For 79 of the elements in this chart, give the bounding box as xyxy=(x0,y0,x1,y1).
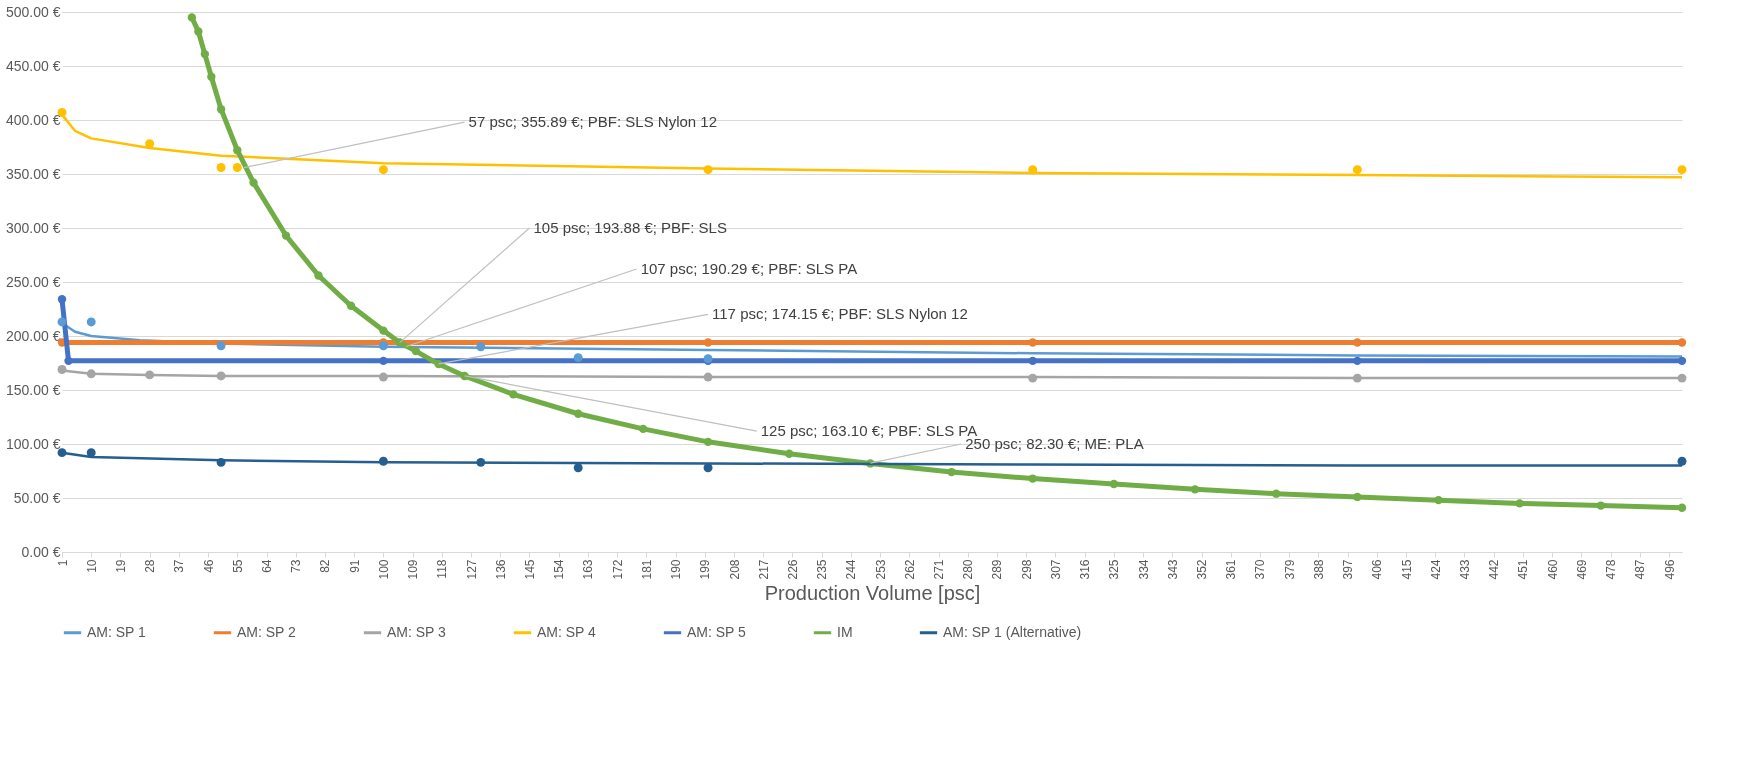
x-tick-label: 370 xyxy=(1253,559,1268,580)
x-tick-label: 73 xyxy=(289,559,304,573)
legend-label: AM: SP 1 xyxy=(87,623,147,640)
y-tick-label: 0.00 € xyxy=(21,543,61,560)
x-tick-label: 172 xyxy=(610,559,625,580)
legend-label: AM: SP 5 xyxy=(687,623,747,640)
x-tick-label: 235 xyxy=(815,559,830,580)
x-tick-label: 37 xyxy=(172,559,187,573)
legend-label: AM: SP 3 xyxy=(387,623,447,640)
y-tick-label: 400.00 € xyxy=(6,111,61,128)
x-axis-title: Production Volume [psc] xyxy=(764,581,981,604)
x-tick-label: 361 xyxy=(1224,559,1239,580)
x-tick-label: 334 xyxy=(1136,559,1151,580)
x-tick-label: 460 xyxy=(1545,559,1560,580)
x-tick-label: 154 xyxy=(552,559,567,580)
x-tick-label: 244 xyxy=(844,559,859,580)
x-tick-label: 424 xyxy=(1428,559,1443,580)
x-tick-label: 415 xyxy=(1399,559,1414,580)
x-tick-label: 118 xyxy=(435,559,450,579)
x-tick-label: 487 xyxy=(1633,559,1648,580)
x-tick-label: 433 xyxy=(1457,559,1472,580)
x-tick-label: 217 xyxy=(756,559,771,580)
y-tick-label: 350.00 € xyxy=(6,165,61,182)
x-tick-label: 397 xyxy=(1341,559,1356,580)
legend-label: AM: SP 2 xyxy=(237,623,297,640)
x-tick-label: 352 xyxy=(1195,559,1210,580)
x-tick-label: 478 xyxy=(1604,559,1619,580)
y-tick-label: 100.00 € xyxy=(6,435,61,452)
x-tick-label: 109 xyxy=(406,559,421,580)
x-tick-label: 280 xyxy=(961,559,976,580)
x-tick-label: 208 xyxy=(727,559,742,580)
x-tick-label: 136 xyxy=(493,559,508,580)
x-tick-label: 199 xyxy=(698,559,713,580)
x-tick-label: 1 xyxy=(55,559,70,567)
x-tick-label: 262 xyxy=(902,559,917,580)
legend-label: AM: SP 1 (Alternative) xyxy=(943,623,1082,640)
x-tick-label: 451 xyxy=(1516,559,1531,580)
x-tick-label: 406 xyxy=(1370,559,1385,580)
x-tick-label: 190 xyxy=(669,559,684,580)
annotation: 105 psc; 193.88 €; PBF: SLS xyxy=(533,219,727,236)
x-tick-label: 316 xyxy=(1078,559,1093,580)
x-tick-label: 307 xyxy=(1048,559,1063,580)
annotation: 117 psc; 174.15 €; PBF: SLS Nylon 12 xyxy=(712,305,968,323)
y-tick-label: 50.00 € xyxy=(13,489,61,506)
x-tick-label: 55 xyxy=(230,559,245,573)
x-tick-label: 289 xyxy=(990,559,1005,580)
x-tick-label: 127 xyxy=(464,559,479,580)
x-tick-label: 379 xyxy=(1282,559,1297,580)
x-tick-label: 271 xyxy=(932,559,947,580)
x-tick-label: 298 xyxy=(1019,559,1034,580)
x-tick-label: 226 xyxy=(785,559,800,580)
x-tick-label: 145 xyxy=(522,559,537,580)
x-tick-label: 325 xyxy=(1107,559,1122,580)
x-tick-label: 343 xyxy=(1165,559,1180,580)
y-tick-label: 200.00 € xyxy=(6,327,61,344)
annotation: 107 psc; 190.29 €; PBF: SLS PA xyxy=(640,260,858,278)
x-tick-label: 28 xyxy=(143,559,158,573)
x-tick-label: 469 xyxy=(1574,559,1589,580)
y-tick-label: 450.00 € xyxy=(6,57,61,74)
x-tick-label: 82 xyxy=(318,559,333,573)
x-tick-label: 46 xyxy=(201,559,216,573)
x-tick-label: 253 xyxy=(873,559,888,580)
legend-label: AM: SP 4 xyxy=(537,623,597,640)
x-tick-label: 181 xyxy=(639,559,654,580)
y-tick-label: 250.00 € xyxy=(6,273,61,290)
x-tick-label: 496 xyxy=(1662,559,1677,580)
x-tick-label: 64 xyxy=(260,559,275,573)
x-tick-label: 442 xyxy=(1487,559,1502,580)
x-tick-label: 19 xyxy=(113,559,128,573)
legend-label: IM xyxy=(837,623,853,640)
x-tick-label: 10 xyxy=(84,559,99,573)
x-tick-label: 100 xyxy=(376,559,391,580)
y-tick-label: 500.00 € xyxy=(6,3,61,20)
x-tick-label: 91 xyxy=(347,559,362,573)
x-tick-label: 163 xyxy=(581,559,596,580)
x-tick-label: 388 xyxy=(1311,559,1326,580)
y-tick-label: 150.00 € xyxy=(6,381,61,398)
y-tick-label: 300.00 € xyxy=(6,219,61,236)
annotation: 57 psc; 355.89 €; PBF: SLS Nylon 12 xyxy=(468,113,718,131)
